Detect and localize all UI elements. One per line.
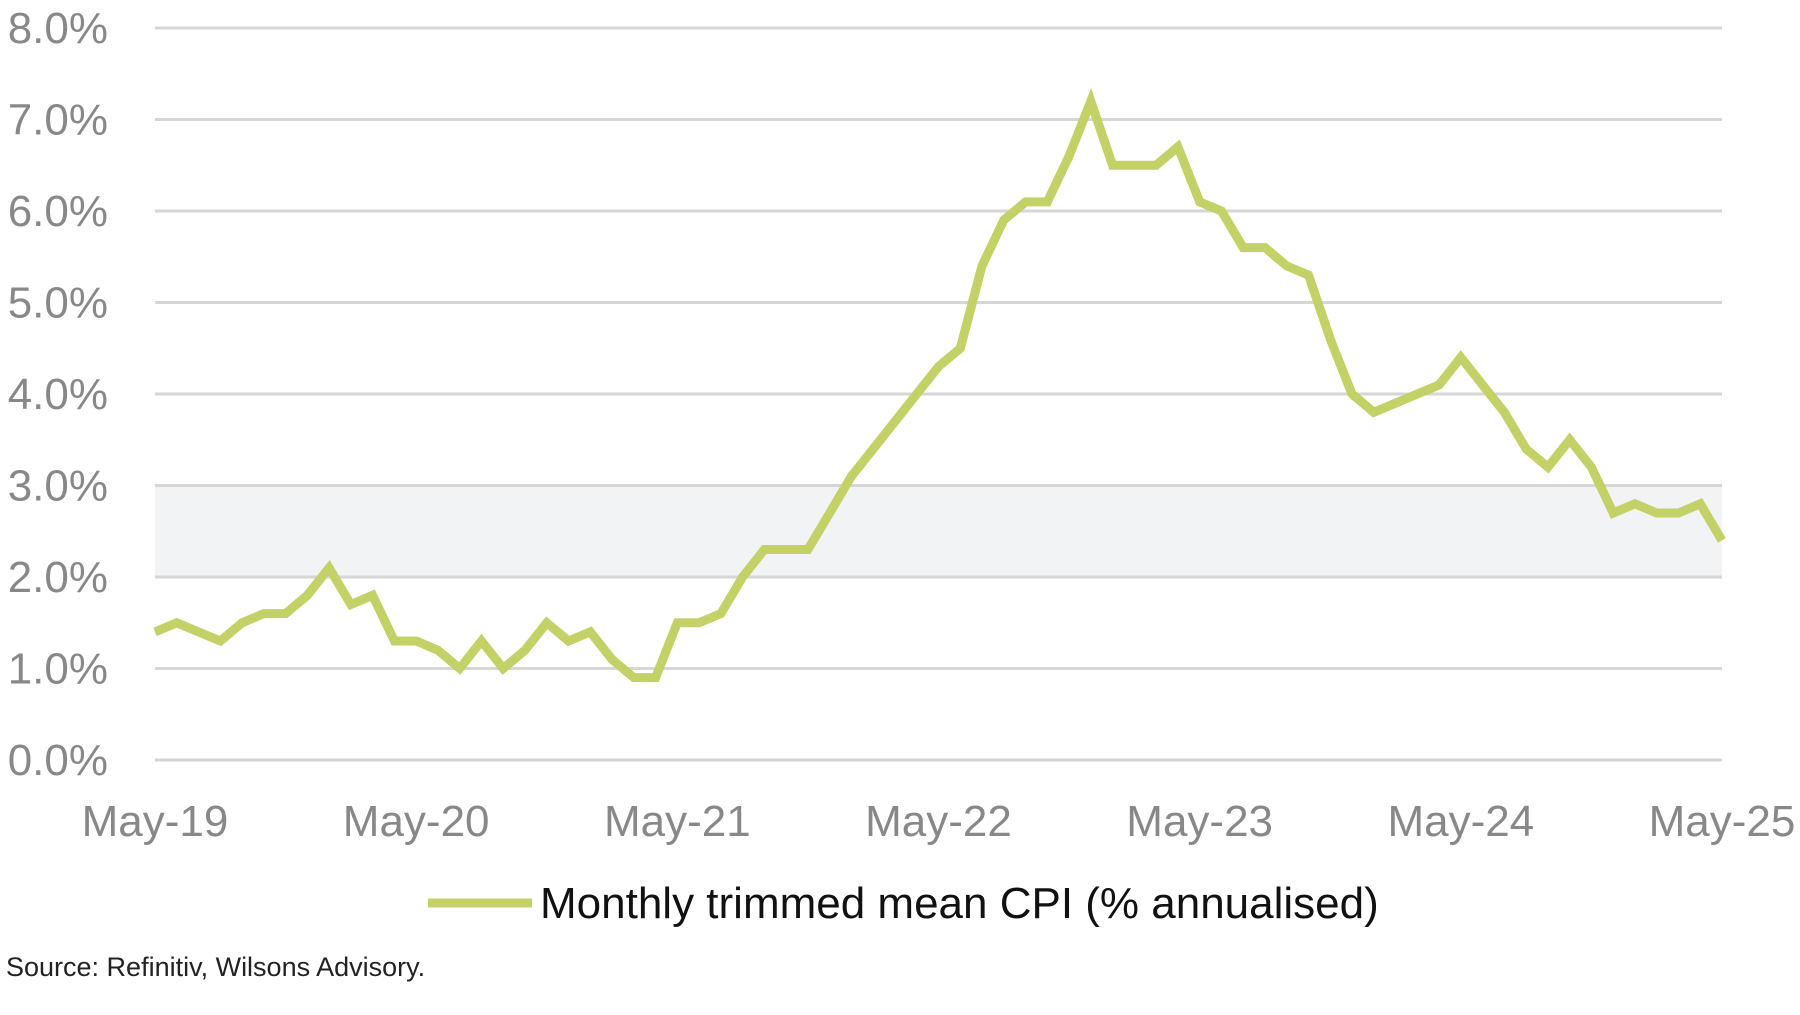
y-tick-label: 7.0% [8, 96, 108, 145]
x-tick-label: May-22 [865, 797, 1012, 846]
y-tick-label: 5.0% [8, 279, 108, 328]
gridlines [155, 26, 1722, 762]
x-tick-label: May-25 [1649, 797, 1796, 846]
x-axis-tick-labels: May-19 May-20 May-21 May-22 May-23 May-24 May-… [82, 797, 1796, 846]
x-tick-label: May-19 [82, 797, 229, 846]
y-tick-label: 1.0% [8, 645, 108, 694]
y-tick-label: 6.0% [8, 187, 108, 236]
x-tick-label: May-21 [604, 797, 751, 846]
y-tick-label: 4.0% [8, 370, 108, 419]
legend: Monthly trimmed mean CPI (% annualised) [428, 879, 1379, 928]
x-tick-label: May-24 [1387, 797, 1534, 846]
y-tick-label: 2.0% [8, 553, 108, 602]
y-tick-label: 8.0% [8, 4, 108, 53]
y-axis-tick-labels: 0.0% 1.0% 2.0% 3.0% 4.0% 5.0% 6.0% 7.0% 8.0% [8, 4, 108, 785]
target-band [155, 485, 1722, 577]
x-tick-label: May-20 [343, 797, 490, 846]
y-tick-label: 0.0% [8, 736, 108, 785]
source-note: Source: Refinitiv, Wilsons Advisory. [6, 952, 425, 982]
legend-label: Monthly trimmed mean CPI (% annualised) [540, 879, 1379, 928]
y-tick-label: 3.0% [8, 462, 108, 511]
series-line [153, 88, 1726, 683]
series-group [153, 88, 1726, 683]
x-tick-label: May-23 [1126, 797, 1273, 846]
